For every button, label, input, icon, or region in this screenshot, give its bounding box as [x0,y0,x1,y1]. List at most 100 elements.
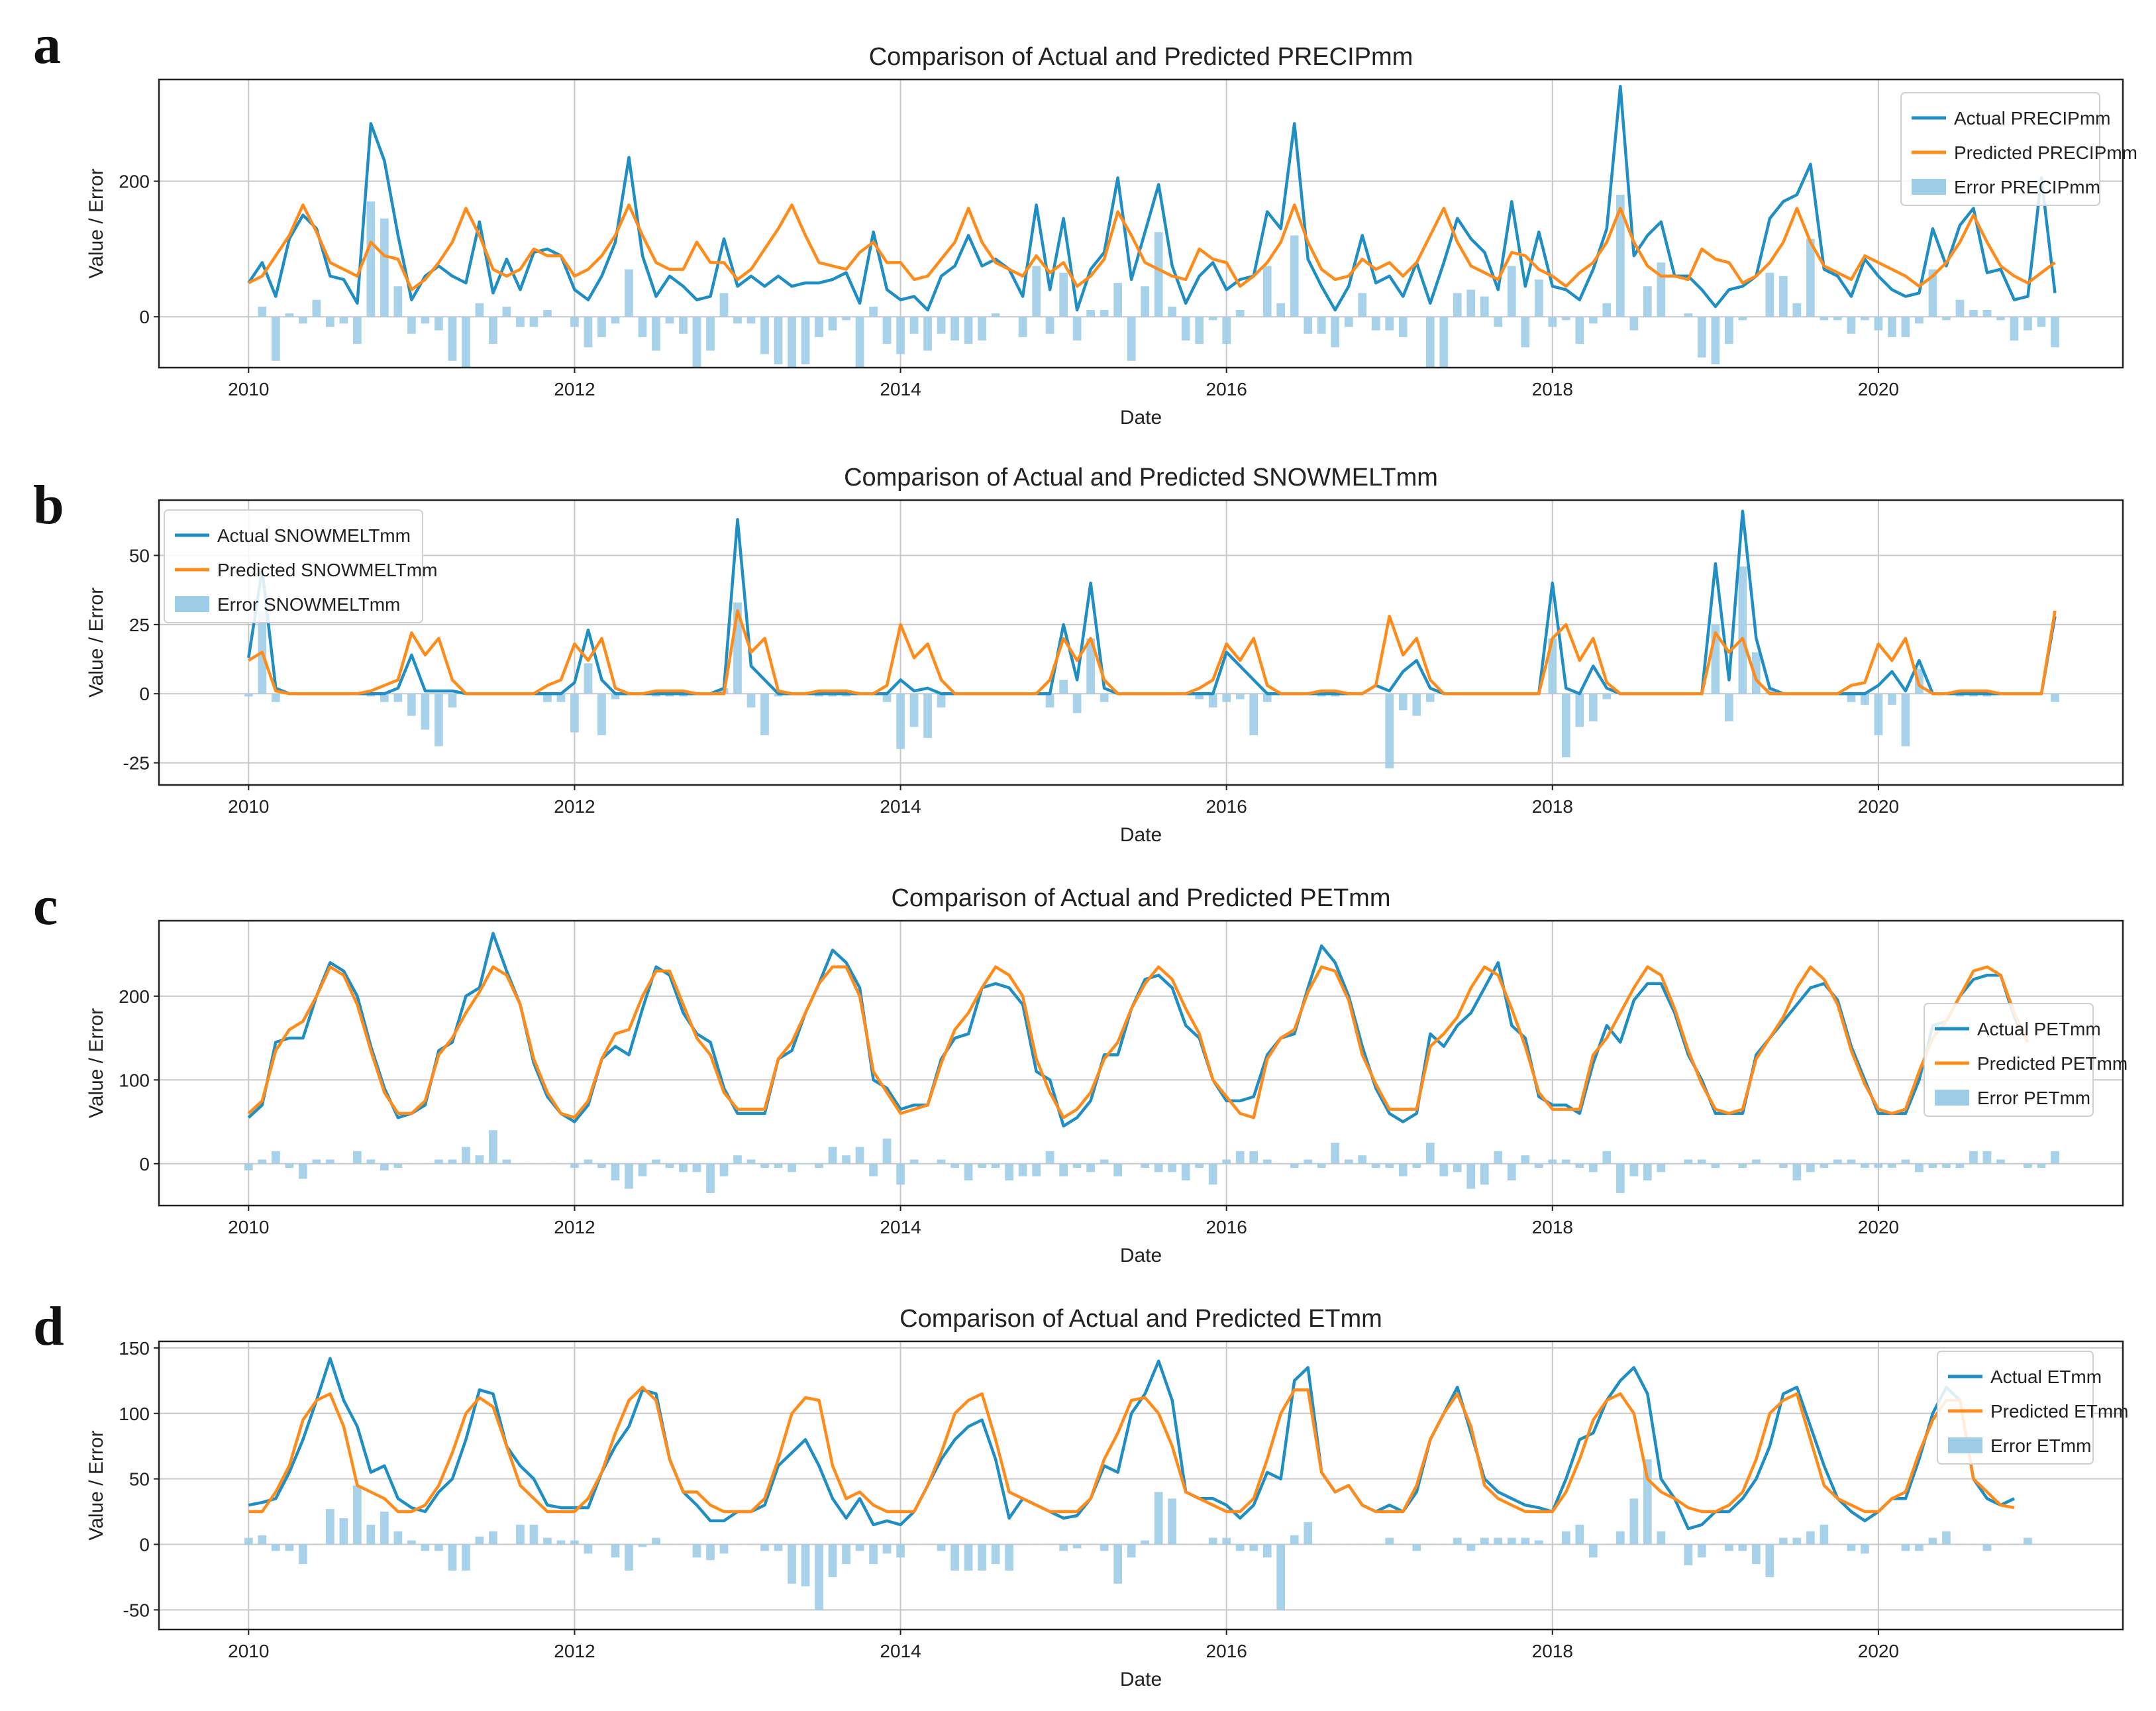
error-bar [1494,1537,1503,1545]
error-bar [258,1159,267,1164]
error-bar [923,317,932,351]
error-bar [1779,1163,1788,1168]
legend-label: Predicted ETmm [1990,1401,2129,1422]
error-bar [597,1544,606,1545]
x-tick-label: 2016 [1206,796,1247,817]
error-bar [244,1537,253,1545]
error-bar [1398,317,1408,337]
error-bar [475,1155,484,1164]
predicted-series-line [248,1385,2015,1514]
error-bar [1385,694,1394,768]
x-tick-label: 2010 [228,796,269,817]
error-bar [1874,317,1883,331]
error-bar [1616,1531,1625,1545]
error-bar [1534,1163,1543,1168]
x-tick-label: 2014 [880,379,921,399]
error-bar [1480,296,1489,317]
error-bar [1507,1537,1516,1545]
error-bar [625,1544,633,1571]
error-bar [1344,1159,1353,1164]
y-tick-label: 100 [119,1404,150,1424]
panel-b: b Comparison of Actual and Predicted SNOW… [33,464,2124,846]
predicted-series-line [248,203,2056,291]
error-bar [1168,306,1177,317]
error-bar [869,1163,878,1176]
error-bar [869,306,878,317]
error-bar [1059,272,1068,317]
error-bar [1290,1163,1299,1168]
error-bar [964,1163,973,1181]
error-bar [746,1159,756,1164]
error-bar [1670,1163,1679,1165]
error-bar [1168,1498,1177,1545]
error-bar [1317,1163,1326,1168]
error-bar [1453,293,1462,317]
error-bar [1861,1163,1869,1168]
error-bar [774,1544,783,1551]
error-bar [679,1544,688,1545]
error-bar [489,1130,497,1164]
error-bar [1697,317,1706,358]
error-bar [1996,317,2005,321]
error-bar [760,317,769,354]
error-bar [1086,310,1095,317]
panel-letter-c: c [33,875,58,937]
error-bar [1425,317,1435,368]
error-bar [380,694,389,702]
legend-error-swatch [1948,1437,1982,1453]
error-bar [421,1163,430,1165]
x-tick-label: 2020 [1858,1641,1899,1661]
error-bar [529,1524,539,1545]
error-bar [855,317,864,368]
error-bar [706,1544,715,1561]
error-bar [855,1544,864,1551]
axes-frame [158,1340,2124,1631]
plot-area [159,921,2123,1206]
error-bar [1317,1544,1326,1545]
error-bar [1847,317,1856,334]
error-bar [543,310,552,317]
error-bar [258,306,267,317]
error-bar [1398,694,1408,711]
error-bar [1792,303,1802,317]
legend-error-swatch [175,596,209,612]
error-bar [611,317,620,324]
error-bar [1141,286,1150,317]
error-bar [543,1163,552,1165]
error-bar [1779,1537,1788,1545]
error-bar [1344,317,1353,327]
error-bar [679,1163,688,1172]
error-bar [2024,1537,2032,1545]
error-bar [1765,1544,1774,1577]
error-bar [1127,1163,1136,1165]
error-bar [285,313,294,317]
error-bar [842,317,850,321]
actual-series-line [248,1357,2015,1531]
error-bar [326,1509,334,1545]
predicted-series-line [247,965,2029,1119]
error-bar [529,317,539,327]
error-bar [733,1544,742,1545]
error-bar [719,293,729,317]
error-bar [298,317,307,324]
error-bar [1996,1159,2005,1164]
x-axis-label: Date [1120,824,1162,846]
plot-area [159,79,2123,368]
error-bar [1371,1163,1380,1168]
error-bar [2024,1163,2032,1168]
error-bar [570,694,579,733]
x-tick-label: 2016 [1206,379,1247,399]
error-bar [1833,1159,1842,1164]
error-bar [1262,1159,1272,1164]
error-bar [1670,1544,1679,1545]
error-bar [611,1163,620,1181]
error-bar [882,1138,892,1164]
error-bar [1141,1540,1150,1545]
error-bar [1331,1544,1340,1545]
error-bar [950,1544,959,1571]
error-bar [1629,1163,1639,1176]
error-bar [1942,1531,1951,1545]
chart-title: Comparison of Actual and Predicted SNOWM… [844,464,1438,492]
error-bar [991,313,1000,317]
error-bar [1684,1544,1693,1566]
